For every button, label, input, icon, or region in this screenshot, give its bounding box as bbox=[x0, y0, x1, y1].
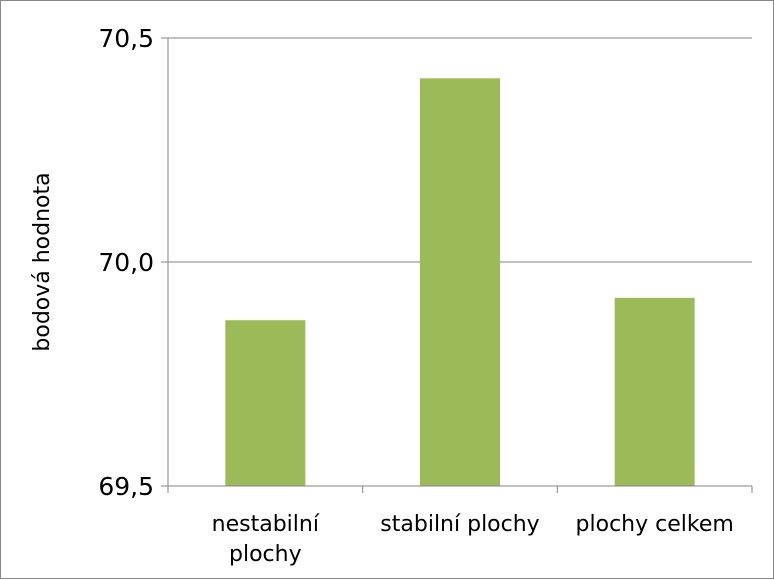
bars bbox=[225, 78, 695, 486]
y-tick-label: 70,5 bbox=[98, 24, 154, 53]
y-tick-label: 70,0 bbox=[98, 248, 154, 277]
x-category-label: stabilní plochy bbox=[380, 512, 539, 537]
y-axis-title: bodová hodnota bbox=[30, 172, 55, 351]
axes bbox=[161, 37, 753, 493]
x-category-label: plochy bbox=[229, 542, 302, 567]
x-category-labels: nestabilní plochy stabilní plochy plochy ce… bbox=[212, 512, 734, 567]
bar bbox=[420, 78, 500, 486]
x-category-label: nestabilní bbox=[212, 512, 320, 537]
y-tick-label: 69,5 bbox=[98, 472, 154, 501]
bar bbox=[225, 320, 306, 486]
bar bbox=[614, 297, 695, 486]
x-category-label: plochy celkem bbox=[576, 512, 734, 537]
y-tick-labels: 70,5 70,0 69,5 bbox=[98, 24, 154, 501]
